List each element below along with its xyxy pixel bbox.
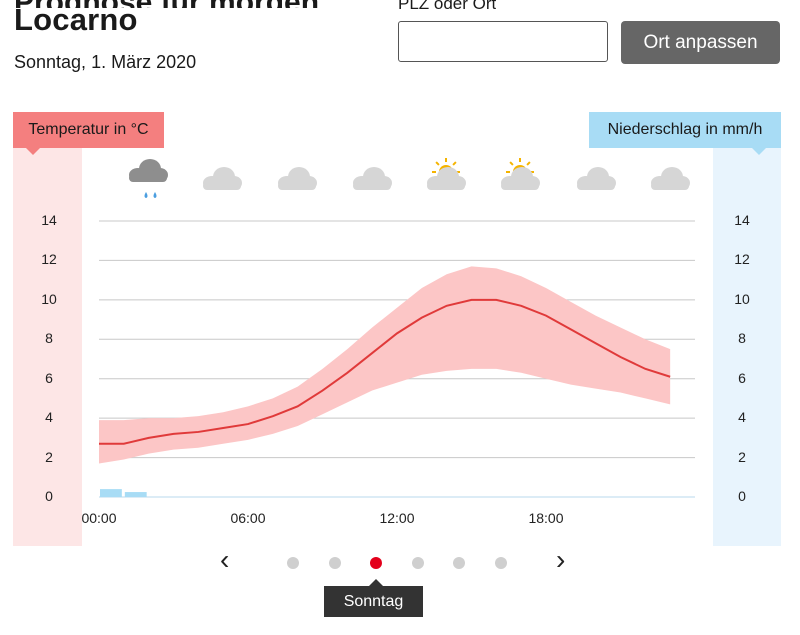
precipitation-label-pointer bbox=[752, 148, 766, 155]
y2-tick-label: 4 bbox=[738, 409, 746, 426]
day-dot[interactable] bbox=[328, 557, 341, 569]
change-location-button[interactable]: Ort anpassen bbox=[621, 21, 780, 64]
y2-tick-label: 8 bbox=[738, 330, 746, 347]
temperature-range-area bbox=[99, 266, 671, 464]
page-title-cut: Prognose für morgen bbox=[14, 0, 319, 8]
precipitation-axis-band bbox=[713, 148, 781, 546]
precipitation-bar bbox=[124, 492, 147, 497]
y-tick-label: 8 bbox=[45, 330, 53, 347]
precipitation-axis-label: Niederschlag in mm/h bbox=[589, 112, 781, 148]
next-day-button[interactable]: › bbox=[556, 544, 566, 575]
cloud-icon bbox=[278, 167, 317, 190]
temperature-label-pointer bbox=[26, 148, 40, 155]
precipitation-bar bbox=[100, 489, 122, 497]
y-tick-label: 10 bbox=[41, 290, 57, 307]
y-tick-label: 0 bbox=[45, 488, 53, 504]
temperature-axis-band bbox=[13, 148, 82, 546]
location-title: Locarno bbox=[14, 2, 138, 37]
sun-cloud-icon bbox=[501, 158, 540, 190]
forecast-date: Sonntag, 1. März 2020 bbox=[14, 52, 197, 72]
x-tick-label: 18:00 bbox=[528, 510, 564, 526]
day-dot[interactable] bbox=[287, 557, 299, 569]
x-tick-label: 12:00 bbox=[379, 510, 415, 526]
day-tooltip: Sonntag bbox=[324, 586, 423, 617]
cloud-rain-icon bbox=[129, 159, 168, 198]
y2-tick-label: 10 bbox=[734, 290, 750, 307]
y-tick-label: 6 bbox=[45, 369, 53, 386]
plz-label: PLZ oder Ort bbox=[398, 0, 497, 12]
y-tick-label: 12 bbox=[41, 251, 57, 268]
y2-tick-label: 12 bbox=[734, 251, 750, 268]
day-dot[interactable] bbox=[370, 557, 382, 569]
y2-tick-label: 14 bbox=[734, 212, 750, 228]
cloud-icon bbox=[577, 167, 616, 190]
plz-input[interactable] bbox=[398, 21, 608, 62]
temperature-axis-label: Temperatur in °C bbox=[13, 112, 164, 148]
y-tick-label: 4 bbox=[45, 409, 53, 426]
cloud-icon bbox=[203, 167, 242, 190]
prev-day-button[interactable]: ‹ bbox=[220, 544, 230, 575]
temperature-line bbox=[99, 298, 671, 445]
sun-cloud-icon bbox=[427, 158, 466, 190]
y-tick-label: 2 bbox=[45, 448, 53, 465]
cloud-icon bbox=[353, 167, 392, 190]
day-dot[interactable] bbox=[411, 557, 424, 569]
y2-tick-label: 2 bbox=[738, 448, 746, 465]
x-tick-label: 00:00 bbox=[81, 510, 117, 526]
cloud-icon bbox=[651, 167, 690, 190]
x-tick-label: 06:00 bbox=[230, 510, 266, 526]
day-dot[interactable] bbox=[494, 557, 507, 569]
y-tick-label: 14 bbox=[41, 212, 57, 228]
y2-tick-label: 6 bbox=[738, 369, 746, 386]
y2-tick-label: 0 bbox=[738, 488, 746, 504]
day-dot[interactable] bbox=[453, 557, 465, 569]
tooltip-pointer bbox=[369, 579, 383, 586]
